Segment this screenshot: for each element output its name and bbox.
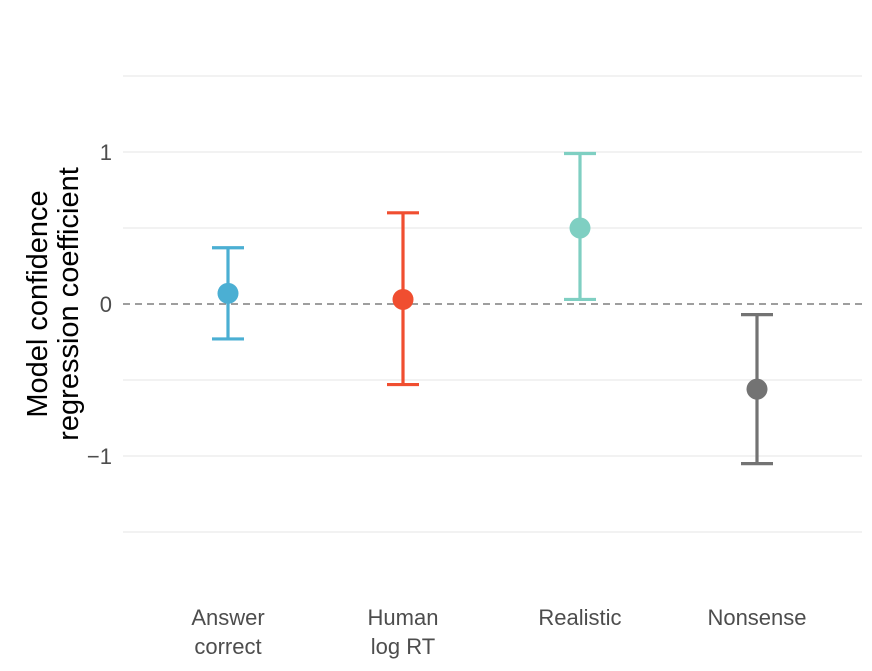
x-tick-label: Nonsense: [707, 605, 806, 630]
y-tick-label: 1: [100, 140, 112, 165]
y-axis-ticks: 1 0 −1: [87, 140, 112, 469]
point-estimate: [746, 378, 768, 400]
y-axis-label-line: regression coefficient: [53, 167, 85, 441]
x-tick-label-line: Human: [368, 605, 439, 630]
x-tick-label-line: Nonsense: [707, 605, 806, 630]
grid-layer: [123, 75, 862, 533]
errorbar-group: [741, 313, 773, 466]
y-tick-label: −1: [87, 444, 112, 469]
y-tick-label: 0: [100, 292, 112, 317]
point-estimate: [392, 288, 414, 310]
x-tick-label: Human log RT: [368, 605, 439, 659]
y-axis-label-line: Model confidence: [22, 190, 54, 417]
x-tick-label: Answer correct: [191, 605, 264, 659]
point-estimate: [569, 217, 591, 239]
marks: [212, 151, 773, 466]
errorbar-group: [212, 246, 244, 341]
x-tick-label-line: Answer: [191, 605, 264, 630]
point-estimate: [217, 282, 239, 304]
x-tick-label-line: Realistic: [538, 605, 621, 630]
x-axis-ticks: Answer correct Human log RT Realistic Nonsens…: [191, 605, 806, 659]
y-axis-label: Model confidenceregression coefficient: [22, 167, 85, 441]
errorbar-group: [564, 151, 596, 302]
x-tick-label-line: correct: [194, 634, 261, 659]
x-tick-label-line: log RT: [371, 634, 435, 659]
errorbar-group: [387, 211, 419, 387]
x-tick-label: Realistic: [538, 605, 621, 630]
